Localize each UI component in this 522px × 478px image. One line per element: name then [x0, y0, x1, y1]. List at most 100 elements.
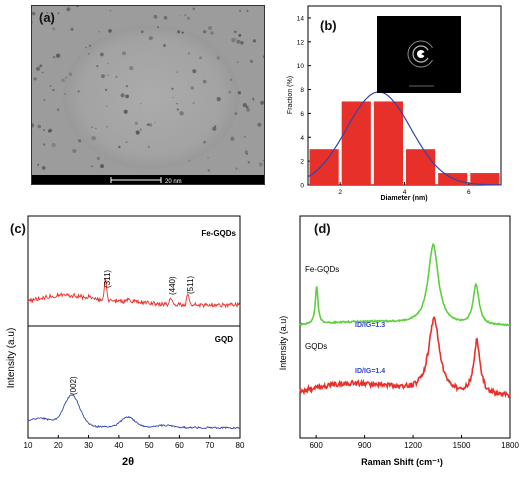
nanoparticle	[207, 157, 209, 159]
nanoparticle	[52, 89, 55, 92]
x-axis-title: Raman Shift (cm⁻¹)	[361, 457, 443, 467]
nanoparticle	[61, 78, 65, 83]
nanoparticle	[157, 26, 159, 29]
nanoparticle	[115, 75, 118, 79]
size-distribution-chart: 0 2 4 6 8 10 12 14 2 4 6 (b) Diameter (nm) Fracti…	[287, 5, 502, 202]
peak-label-511: (511)	[186, 276, 195, 294]
nanoparticle	[181, 31, 184, 34]
nanoparticle	[70, 27, 74, 31]
histogram-bar	[341, 101, 371, 185]
nanoparticle	[153, 14, 158, 19]
nanoparticle	[190, 86, 194, 90]
nanoparticle	[252, 39, 256, 43]
nanoparticle	[100, 52, 104, 57]
nanoparticle	[37, 163, 40, 166]
panel-d-label: (d)	[314, 221, 331, 236]
nanoparticle	[234, 112, 238, 115]
nanoparticle	[118, 145, 121, 149]
ratio-label-fe-gqds: ID/IG=1.3	[355, 322, 385, 329]
x-axis-title: 2θ	[122, 456, 134, 468]
nanoparticle	[210, 31, 214, 35]
nanoparticle	[78, 139, 82, 143]
x-tick-label: 50	[145, 441, 154, 450]
nanoparticle	[172, 96, 174, 99]
nanoparticle	[229, 78, 233, 82]
y-tick-label: 12	[297, 39, 305, 46]
panel-d-raman: 600 900 1200 1500 1800 (d) Fe-GQDs GQDs ID/I…	[262, 208, 522, 473]
nanoparticle	[216, 97, 221, 102]
nanoparticle	[249, 59, 254, 63]
nanoparticle	[106, 105, 108, 107]
nanoparticle	[176, 108, 179, 111]
nanoparticle	[233, 30, 237, 34]
nanoparticle	[258, 162, 263, 167]
nanoparticle	[105, 88, 108, 91]
nanoparticle	[154, 121, 156, 124]
plot-frame	[27, 215, 241, 439]
fe-gqds-spectrum	[299, 242, 511, 327]
nanoparticle	[56, 108, 60, 111]
nanoparticle	[199, 56, 202, 60]
nanoparticle	[49, 84, 52, 87]
x-tick-label: 1800	[501, 441, 519, 450]
histogram-bar	[406, 149, 436, 185]
nanoparticle	[107, 62, 110, 65]
nanoparticle	[52, 27, 56, 31]
nanoparticle	[64, 93, 66, 95]
x-tick-label: 10	[24, 441, 33, 450]
nanoparticle	[39, 64, 43, 68]
plot-frame	[299, 215, 511, 439]
x-tick-label: 900	[358, 441, 372, 450]
nanoparticle	[140, 30, 144, 34]
beam-stopper-shadow	[421, 46, 436, 62]
series-label-fe-gqds: Fe-GQDs	[201, 229, 236, 238]
scale-bar-label: 20 nm	[165, 179, 182, 185]
nanoparticle	[91, 126, 93, 128]
nanoparticle	[176, 102, 179, 105]
nanoparticle	[207, 169, 211, 172]
nanoparticle	[55, 53, 61, 58]
x-tick-label: 30	[84, 441, 93, 450]
nanoparticle	[192, 69, 197, 74]
nanoparticle	[186, 16, 191, 20]
x-tick-label: 6	[467, 189, 471, 196]
nanoparticle	[96, 156, 100, 160]
nanoparticle	[203, 30, 207, 34]
nanoparticle	[88, 44, 92, 47]
nanoparticle	[43, 129, 45, 131]
nanoparticle	[87, 52, 90, 55]
x-tick-label: 1200	[404, 441, 422, 450]
x-tick-label: 20	[54, 441, 63, 450]
panel-b-histogram: 0 2 4 6 8 10 12 14 2 4 6 (b) Diameter (nm) Fracti…	[276, 0, 522, 210]
nanoparticle	[247, 161, 250, 164]
nanoparticle	[66, 7, 71, 12]
histogram-bar	[373, 101, 403, 185]
x-tick-label: 60	[175, 441, 184, 450]
nanoparticle	[230, 136, 235, 141]
x-axis-ticks: 10 20 30 40 50 60 70 80	[24, 435, 245, 450]
nanoparticle	[192, 102, 195, 104]
nanoparticle	[179, 111, 184, 116]
nanoparticle	[94, 137, 97, 139]
nanoparticle	[252, 97, 254, 100]
histogram-bar	[470, 173, 500, 185]
peak-label-440: (440)	[168, 276, 177, 295]
nanoparticle	[202, 79, 207, 84]
gqd-pattern	[27, 394, 240, 430]
nanoparticle	[246, 9, 249, 13]
nanoparticle	[147, 145, 150, 149]
tem-noise-texture	[31, 5, 265, 185]
nanoparticle	[245, 105, 249, 109]
nanoparticle	[85, 46, 87, 49]
nanoparticle	[171, 87, 174, 91]
nanoparticle	[122, 51, 126, 56]
nanoparticle	[106, 126, 108, 128]
x-tick-label: 40	[114, 441, 123, 450]
nanoparticle	[33, 77, 37, 81]
nanoparticle	[238, 33, 242, 37]
y-axis-title: Fraction (%)	[287, 76, 294, 114]
y-tick-label: 4	[300, 135, 304, 142]
saed-inset	[377, 16, 461, 93]
peak-label-311: (311)	[103, 270, 112, 288]
nanoparticle	[235, 167, 238, 170]
